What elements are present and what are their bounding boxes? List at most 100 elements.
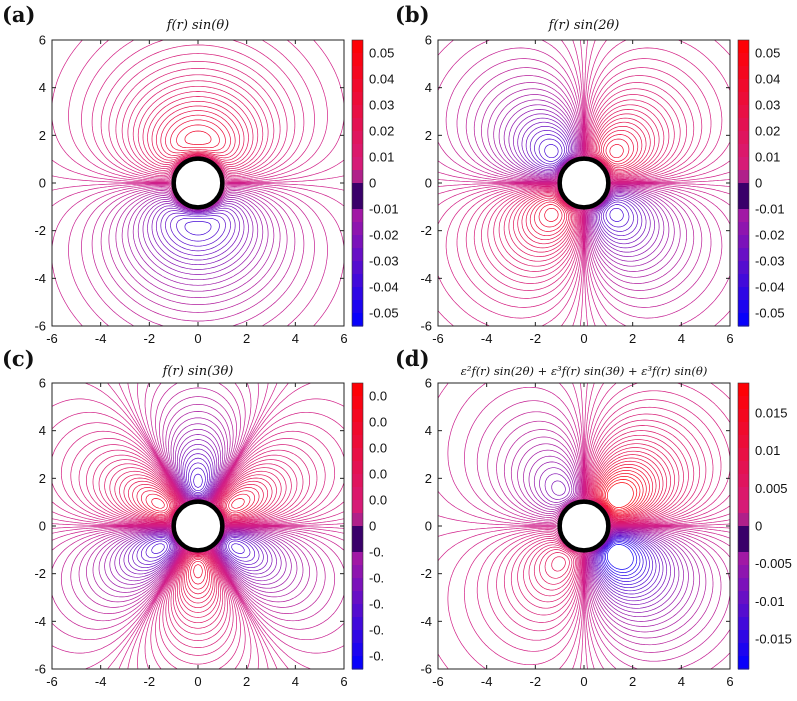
contour-line: [498, 99, 670, 267]
y-tick-label: -4: [420, 271, 432, 286]
colorbar-band: [738, 383, 749, 397]
colorbar-tick-label: -0.05: [755, 306, 785, 321]
contour-line: [151, 205, 245, 266]
colorbar-band: [738, 461, 749, 475]
contour-line: [438, 40, 730, 326]
contour-line: [445, 47, 723, 319]
colorbar-tick-label: 0: [369, 176, 376, 191]
contour-line: [529, 129, 639, 237]
x-tick-label: -2: [530, 674, 542, 689]
contour-line: [597, 460, 657, 517]
contour-line: [438, 40, 730, 326]
contour-line: [176, 124, 220, 149]
colorbar-band: [352, 513, 363, 527]
contour-line: [596, 457, 660, 518]
colorbar-band: [738, 552, 749, 566]
colorbar-tick-label: 0.02: [755, 124, 780, 139]
colorbar-band: [352, 274, 363, 288]
contour-line: [481, 82, 687, 284]
colorbar-band: [352, 313, 363, 327]
colorbar-band: [738, 66, 749, 80]
y-axis-ticks: -6 -4 -2 0 2 4 6: [420, 376, 730, 677]
y-tick-label: -4: [34, 271, 46, 286]
colorbar-band: [352, 157, 363, 171]
x-tick-label: 2: [629, 331, 636, 346]
colorbar-band: [352, 170, 363, 184]
contour-line: [98, 459, 298, 635]
contour-line: [140, 462, 256, 562]
colorbar-band: [738, 274, 749, 288]
colorbar-tick-label: 0.02: [369, 124, 394, 139]
colorbar-tick-label: -0.015: [755, 631, 792, 646]
colorbar-band: [738, 235, 749, 249]
colorbar-tick-label: 0.01: [755, 443, 780, 458]
contour-line: [140, 490, 256, 590]
colorbar-band: [738, 248, 749, 262]
y-tick-label: -4: [420, 614, 432, 629]
contour-line: [145, 493, 251, 585]
x-tick-label: -4: [95, 331, 107, 346]
colorbar: 0.05 0.04 0.03 0.02 0.01 0 -0.01 -0.02 -0.03 -0.0…: [351, 39, 399, 327]
contour-line: [170, 215, 226, 247]
contour-line: [595, 454, 664, 519]
colorbar-band: [738, 487, 749, 501]
contour-line: [132, 197, 264, 286]
x-tick-label: 6: [340, 674, 347, 689]
colorbar-band: [738, 40, 749, 54]
contour-lines: [438, 40, 730, 326]
colorbar-tick-label: 0: [755, 519, 762, 534]
contour-line: [155, 105, 241, 159]
colorbar-tick-label: 0.05: [369, 46, 394, 61]
colorbar-band: [738, 287, 749, 301]
colorbar-tick-label: -0.03: [369, 254, 399, 269]
colorbar-tick-label: -0.01: [369, 202, 399, 217]
colorbar-tick-label: -0.005: [755, 556, 792, 571]
y-tick-label: 2: [425, 471, 432, 486]
contour-line: [70, 387, 326, 614]
contour-line: [119, 439, 277, 578]
contour-line: [438, 40, 730, 326]
contour-line: [104, 423, 292, 589]
colorbar-band: [738, 79, 749, 93]
colorbar-band: [738, 630, 749, 644]
colorbar-band: [352, 552, 363, 566]
contour-line: [132, 483, 264, 599]
contour-line: [137, 85, 259, 167]
colorbar-tick-label: -0.01: [755, 594, 785, 609]
contour-line: [599, 537, 650, 585]
contour-line: [517, 117, 651, 249]
panel-b: (b) f(r) sin(2θ) -6 -4 -2 0 2 4 6 -6 -4 -2 0 2 4 6 0…: [395, 2, 785, 346]
colorbar-band: [738, 526, 749, 540]
x-tick-label: -6: [432, 674, 444, 689]
y-tick-label: -2: [34, 223, 46, 238]
colorbar-band: [738, 448, 749, 462]
contour-line: [606, 482, 634, 508]
x-tick-label: -6: [46, 674, 58, 689]
contour-line: [98, 417, 298, 593]
contour-line: [503, 104, 665, 262]
colorbar-band: [352, 131, 363, 145]
colorbar-band: [738, 604, 749, 618]
y-tick-label: -6: [420, 662, 432, 677]
colorbar-tick-label: -0.: [369, 597, 384, 612]
colorbar-band: [352, 53, 363, 67]
contour-line: [52, 422, 344, 669]
contour-line: [523, 425, 695, 603]
contour-line: [160, 110, 236, 156]
contour-line: [487, 88, 681, 278]
contour-line: [534, 134, 634, 232]
colorbar-tick-label: -0.05: [369, 306, 399, 321]
colorbar-band: [352, 183, 363, 197]
contour-line: [438, 40, 730, 326]
colorbar-band: [352, 248, 363, 262]
contour-line: [151, 498, 245, 579]
colorbar-band: [352, 435, 363, 449]
x-axis-ticks: -6 -4 -2 0 2 4 6: [46, 40, 348, 346]
contour-line: [534, 134, 634, 232]
contour-line: [52, 383, 344, 630]
x-tick-label: 2: [629, 674, 636, 689]
colorbar-tick-label: 0.0: [369, 441, 387, 456]
contour-line: [170, 119, 226, 151]
panel-title: f(r) sin(3θ): [162, 364, 234, 379]
